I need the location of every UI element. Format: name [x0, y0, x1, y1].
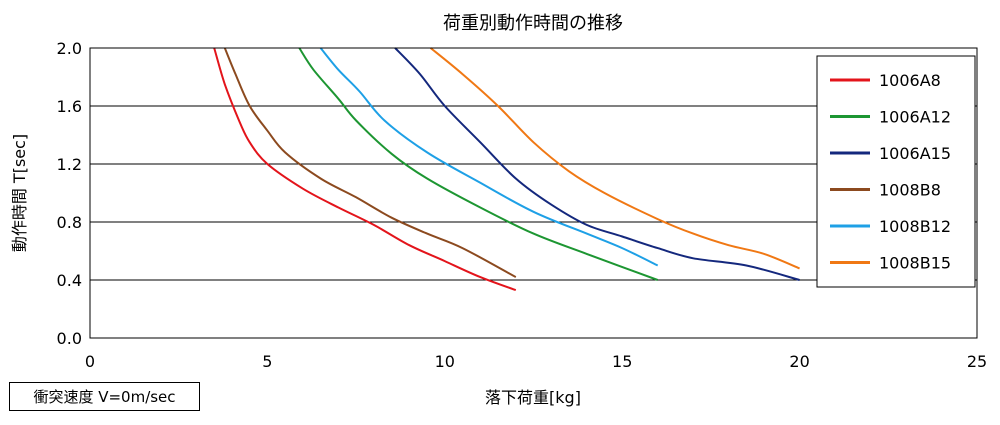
- x-tick-label: 15: [612, 352, 632, 371]
- y-tick-label: 0.0: [57, 329, 82, 348]
- y-tick-label: 1.2: [57, 155, 82, 174]
- series-line-1006A8: [214, 48, 516, 290]
- chart-title: 荷重別動作時間の推移: [443, 13, 623, 34]
- legend-label: 1006A12: [879, 108, 951, 127]
- y-axis-label: 動作時間 T[sec]: [10, 134, 29, 252]
- x-tick-label: 5: [262, 352, 272, 371]
- collision-speed-note: 衝突速度 V=0m/sec: [9, 382, 200, 411]
- legend-box: [817, 56, 975, 287]
- y-tick-label: 1.6: [57, 97, 82, 116]
- y-tick-label: 0.4: [57, 271, 82, 290]
- x-tick-label: 0: [85, 352, 95, 371]
- legend-label: 1008B8: [879, 181, 941, 200]
- legend-label: 1006A15: [879, 144, 951, 163]
- legend-label: 1008B15: [879, 254, 951, 273]
- x-tick-label: 25: [967, 352, 987, 371]
- x-axis-label: 落下荷重[kg]: [485, 388, 581, 407]
- x-tick-labels: 0 5 10 15 20 25: [85, 352, 987, 371]
- y-tick-label: 0.8: [57, 213, 82, 232]
- legend-label: 1006A8: [879, 71, 941, 90]
- x-tick-label: 10: [435, 352, 455, 371]
- x-tick-label: 20: [789, 352, 809, 371]
- y-tick-labels: 0.0 0.4 0.8 1.2 1.6 2.0: [57, 39, 82, 348]
- series-lines: [214, 48, 799, 290]
- y-tick-label: 2.0: [57, 39, 82, 58]
- legend: 1006A8 1006A12 1006A15 1008B8 1008B12 1008B15: [817, 56, 975, 287]
- legend-label: 1008B12: [879, 217, 951, 236]
